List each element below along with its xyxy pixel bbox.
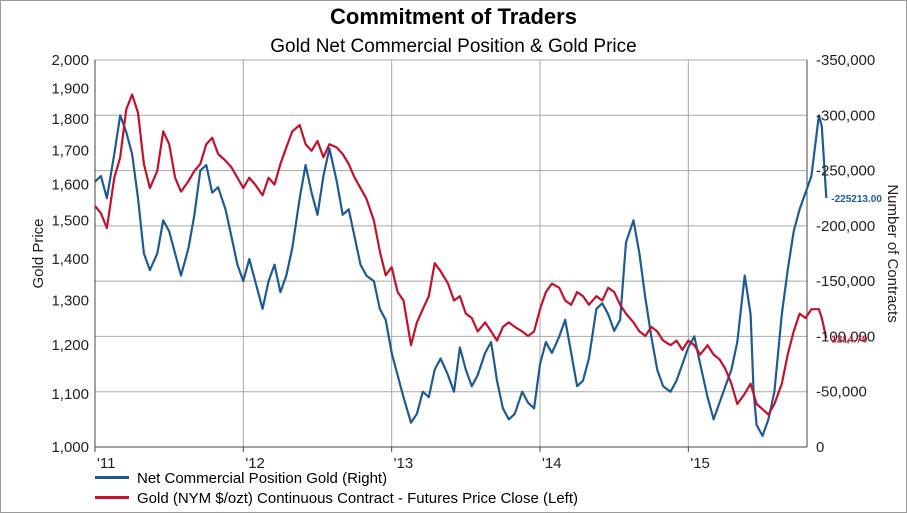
left-tick-label: 1,500 bbox=[51, 213, 89, 230]
right-tick-label: -250,000 bbox=[816, 163, 875, 180]
y-right-axis-title: Number of Contracts bbox=[884, 184, 901, 322]
chart-title: Commitment of Traders bbox=[330, 4, 577, 29]
left-tick-label: 1,000 bbox=[51, 439, 89, 456]
left-tick-label: 1,300 bbox=[51, 293, 89, 310]
x-tick-label: '11 bbox=[97, 455, 115, 472]
x-tick-label: '12 bbox=[245, 455, 265, 472]
left-tick-label: 1,400 bbox=[51, 251, 89, 268]
left-tick-label: 1,100 bbox=[51, 386, 89, 403]
right-tick-label: -150,000 bbox=[816, 273, 875, 290]
left-tick-label: 1,700 bbox=[51, 143, 89, 160]
left-tick-label: 1,900 bbox=[51, 81, 89, 98]
grid-lines bbox=[95, 59, 807, 447]
left-tick-label: 1,800 bbox=[51, 111, 89, 128]
right-tick-label: -200,000 bbox=[816, 218, 875, 235]
series-line-commercial bbox=[94, 114, 828, 437]
left-tick-label: 1,200 bbox=[51, 337, 89, 354]
legend-swatch-commercial bbox=[95, 475, 129, 479]
x-tick-label: '14 bbox=[542, 455, 562, 472]
legend-label-gold: Gold (NYM $/ozt) Continuous Contract - F… bbox=[137, 490, 578, 507]
right-tick-label: -50,000 bbox=[816, 384, 867, 401]
left-tick-label: 1,600 bbox=[51, 177, 89, 194]
legend-item-gold: Gold (NYM $/ozt) Continuous Contract - F… bbox=[95, 490, 578, 507]
axis-labels: 0 -50,000 -100,000 -150,000 -200,000 -250,000… bbox=[30, 52, 901, 472]
legend-label-commercial: Net Commercial Position Gold (Right) bbox=[137, 470, 388, 487]
x-tick-label: '13 bbox=[394, 455, 414, 472]
end-label-gold: 1214.70 bbox=[831, 334, 868, 345]
axes bbox=[94, 60, 808, 452]
chart-subtitle: Gold Net Commercial Position & Gold Pric… bbox=[270, 36, 637, 57]
right-tick-label: -100,000 bbox=[816, 328, 875, 345]
series-lines bbox=[94, 93, 828, 437]
x-tick-label: '15 bbox=[690, 455, 710, 472]
right-tick-label: -350,000 bbox=[816, 52, 875, 69]
series-line-gold bbox=[94, 93, 828, 416]
end-label-commercial: -225213.00 bbox=[831, 194, 882, 205]
y-left-axis-title: Gold Price bbox=[30, 218, 47, 288]
legend-item-commercial: Net Commercial Position Gold (Right) bbox=[95, 470, 387, 487]
legend-swatch-gold bbox=[95, 495, 129, 499]
right-tick-label: 0 bbox=[816, 439, 824, 456]
left-tick-label: 2,000 bbox=[51, 52, 89, 69]
right-tick-label: -300,000 bbox=[816, 107, 875, 124]
